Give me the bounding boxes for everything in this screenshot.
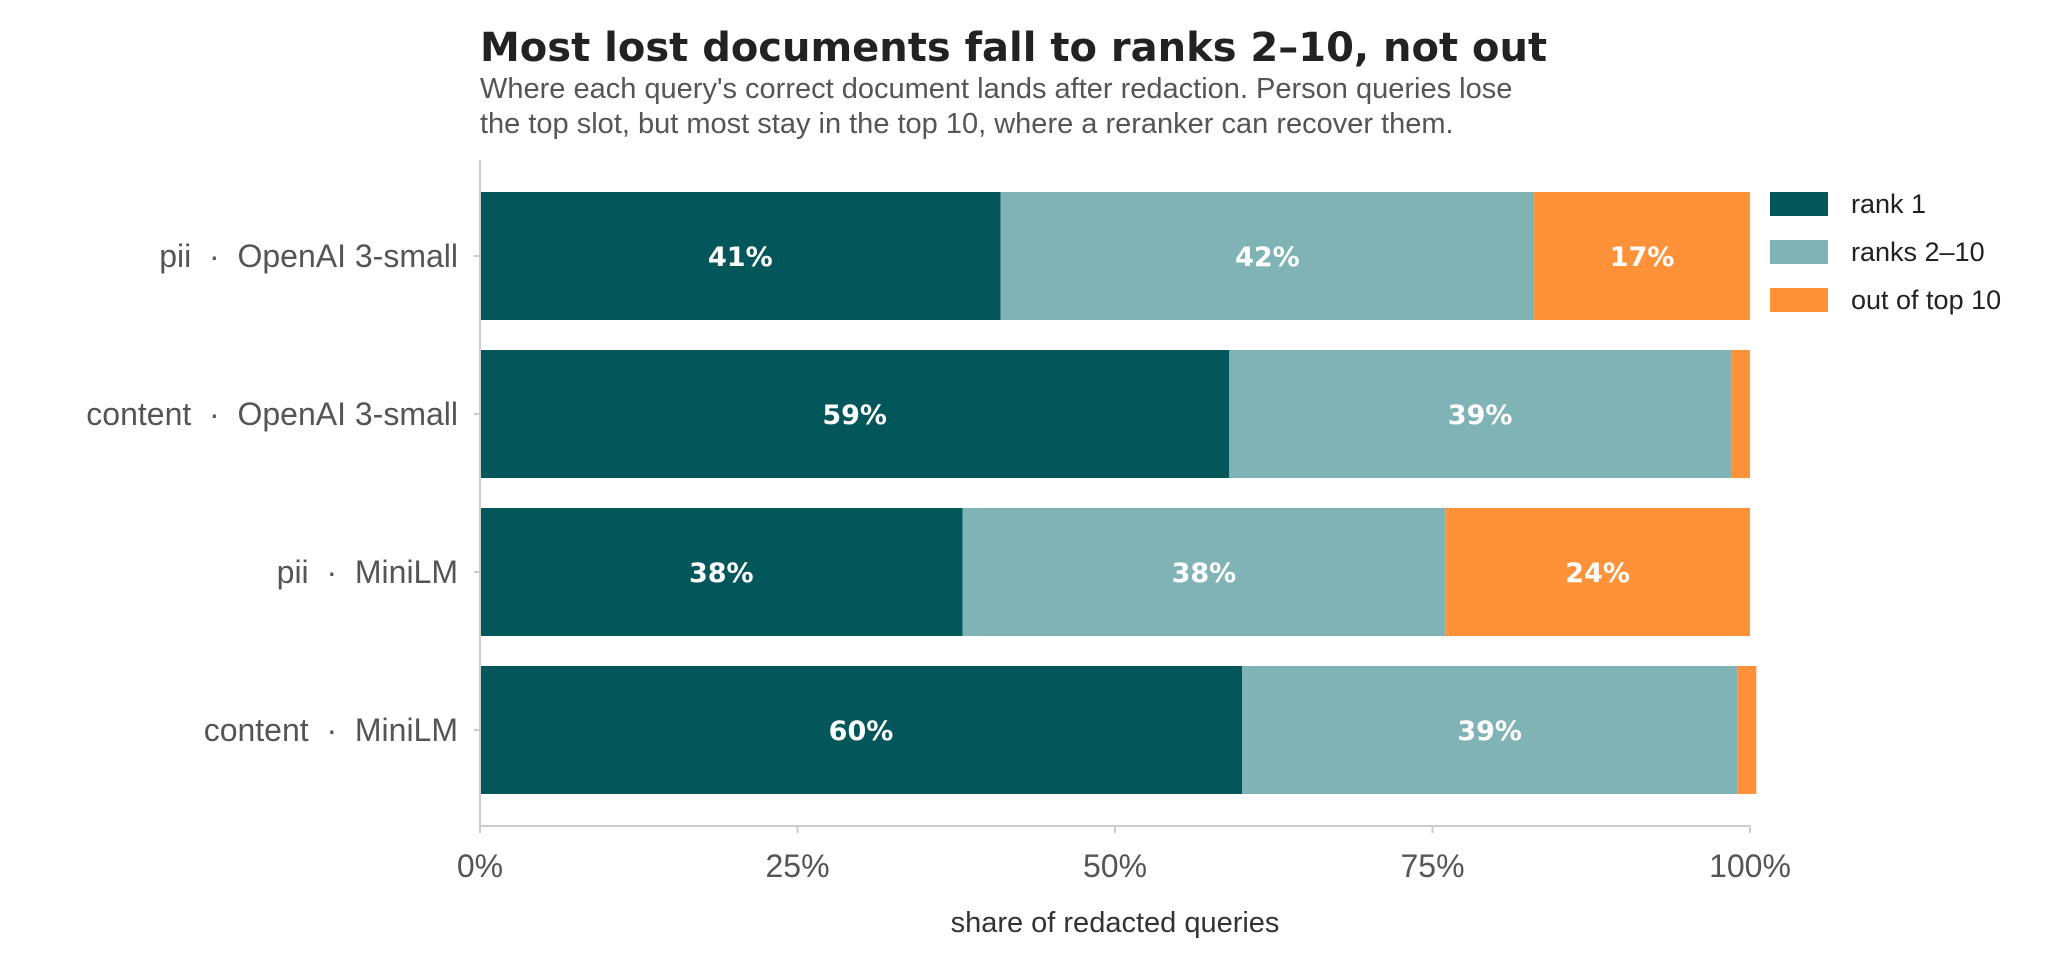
bar-segment-2-3 <box>1737 666 1757 794</box>
data-label-0-0: 41% <box>708 242 773 273</box>
x-axis-title: share of redacted queries <box>951 907 1280 939</box>
category-label-0: pii · OpenAI 3-small <box>159 238 458 274</box>
legend: rank 1 ranks 2–10 out of top 10 <box>1770 189 2001 315</box>
bar-segment-1-3 <box>1242 666 1738 794</box>
x-tick-label-2: 50% <box>1083 848 1147 884</box>
bar-segment-1-1 <box>1229 350 1731 478</box>
x-axis-ticks: 0% 25% 50% 75% 100% <box>457 826 1791 884</box>
bar-segment-2-1 <box>1730 350 1750 478</box>
legend-swatch-1 <box>1770 240 1828 264</box>
bar-segment-0-3 <box>480 666 1242 794</box>
legend-label-0: rank 1 <box>1851 189 1926 219</box>
legend-swatch-0 <box>1770 192 1828 216</box>
bar-segment-2-0 <box>1534 192 1750 320</box>
data-label-1-3: 39% <box>1457 716 1522 747</box>
legend-label-1: ranks 2–10 <box>1851 237 1985 267</box>
bar-segment-0-2 <box>480 508 963 636</box>
data-label-1-1: 39% <box>1448 400 1513 431</box>
bar-segment-0-0 <box>480 192 1001 320</box>
data-label-1-2: 38% <box>1172 558 1237 589</box>
data-label-1-0: 42% <box>1235 242 1300 273</box>
data-label-2-0: 17% <box>1610 242 1675 273</box>
data-label-0-3: 60% <box>829 716 894 747</box>
bar-segment-2-2 <box>1445 508 1750 636</box>
legend-label-2: out of top 10 <box>1851 285 2001 315</box>
legend-swatch-2 <box>1770 288 1828 312</box>
data-label-0-2: 38% <box>689 558 754 589</box>
data-label-0-1: 59% <box>822 400 887 431</box>
chart-title: Most lost documents fall to ranks 2–10, … <box>480 25 1547 71</box>
x-tick-label-3: 75% <box>1400 848 1464 884</box>
x-tick-label-0: 0% <box>457 848 503 884</box>
category-label-2: pii · MiniLM <box>277 554 458 590</box>
data-label-2-2: 24% <box>1565 558 1630 589</box>
chart-subtitle-line-1: Where each query's correct document land… <box>480 73 1512 105</box>
bars-group: 41% 42% 17% 59% 39% 38% 38% 24% 60% 39% <box>480 192 1757 794</box>
category-label-3: content · MiniLM <box>204 712 458 748</box>
bar-segment-0-1 <box>480 350 1230 478</box>
bar-segment-1-2 <box>962 508 1446 636</box>
category-label-1: content · OpenAI 3-small <box>86 396 458 432</box>
x-tick-label-1: 25% <box>765 848 829 884</box>
bar-segment-1-0 <box>1000 192 1535 320</box>
category-labels: pii · OpenAI 3-small content · OpenAI 3-s… <box>86 238 458 748</box>
x-tick-label-4: 100% <box>1709 848 1791 884</box>
chart-subtitle-line-2: the top slot, but most stay in the top 1… <box>480 108 1454 140</box>
